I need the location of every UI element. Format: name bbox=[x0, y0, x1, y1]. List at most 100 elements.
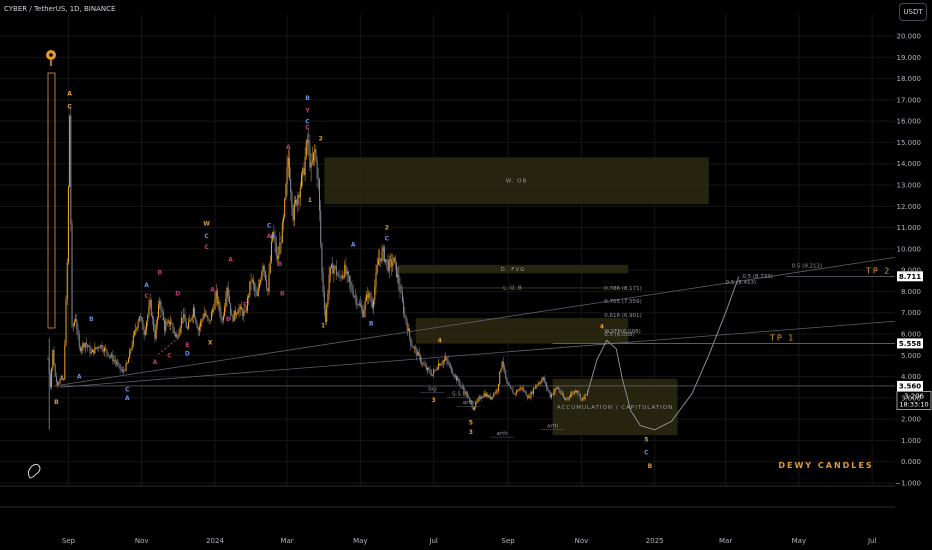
candle-body bbox=[182, 317, 184, 319]
candle-body bbox=[407, 328, 409, 331]
candle-body bbox=[381, 251, 383, 262]
candle-body bbox=[109, 355, 111, 357]
candle-body bbox=[495, 390, 497, 394]
x-axis[interactable]: Sep Nov 2024 Mar May Jul Sep Nov 2025 Mar May Jul bbox=[62, 537, 877, 545]
candle-body bbox=[393, 257, 395, 264]
candle-body bbox=[443, 359, 445, 361]
candle-body bbox=[252, 279, 254, 285]
candle-body bbox=[562, 393, 564, 398]
candle-body bbox=[514, 393, 516, 394]
candle-body bbox=[418, 352, 420, 356]
candle-body bbox=[197, 327, 199, 331]
candle-body bbox=[520, 387, 522, 389]
y-tick-label: 7.000 bbox=[901, 309, 921, 317]
x-tick-label: 2025 bbox=[646, 537, 664, 545]
candle-body bbox=[146, 322, 148, 331]
candle-body bbox=[118, 363, 120, 365]
candle-body bbox=[554, 388, 556, 392]
candle-body bbox=[61, 376, 63, 380]
candle-body bbox=[102, 349, 104, 352]
candle-body bbox=[549, 392, 551, 398]
candle-body bbox=[558, 387, 560, 390]
candle-body bbox=[472, 407, 474, 410]
y-axis[interactable]: −1.000 0.000 1.000 2.000 3.000 4.000 5.000 6.00… bbox=[895, 33, 921, 488]
y-tick-label: 10.000 bbox=[897, 245, 922, 253]
wave-label: C bbox=[243, 301, 248, 308]
candle-body bbox=[439, 363, 441, 366]
y-tick-label: 8.000 bbox=[901, 288, 921, 296]
candle-body bbox=[454, 375, 456, 377]
y-tick-label: 9.000 bbox=[901, 267, 921, 275]
candle-body bbox=[142, 320, 144, 330]
wave-label: A bbox=[125, 395, 130, 402]
candle-body bbox=[399, 284, 401, 293]
candle-body bbox=[518, 389, 520, 392]
zone-label: ACCUMULATION / CAPITULATION bbox=[557, 405, 673, 411]
candle-body bbox=[233, 310, 235, 322]
candle-body bbox=[395, 261, 397, 277]
wave-label: B bbox=[278, 261, 283, 268]
candle-body bbox=[401, 292, 403, 302]
wave-label: C bbox=[125, 386, 130, 393]
candle-body bbox=[548, 390, 550, 393]
candle-body bbox=[326, 304, 328, 323]
candle-body bbox=[504, 367, 506, 370]
candle-body bbox=[95, 347, 97, 349]
candle-body bbox=[428, 367, 430, 370]
candle-body bbox=[478, 397, 480, 399]
candle-body bbox=[541, 379, 543, 383]
candle-body bbox=[69, 115, 71, 187]
candle-body bbox=[526, 395, 528, 398]
candle-body bbox=[230, 303, 232, 314]
candle-body bbox=[338, 275, 340, 277]
candle-body bbox=[579, 393, 581, 400]
candle-body bbox=[164, 319, 166, 331]
candle-body bbox=[224, 307, 226, 316]
candle-body bbox=[87, 344, 89, 347]
fib-label: 0.5 (8.733) bbox=[742, 274, 773, 280]
annotation: arth bbox=[496, 431, 508, 437]
candle-body bbox=[490, 396, 492, 400]
candle-body bbox=[267, 288, 269, 292]
zone-box bbox=[397, 287, 629, 289]
candle-body bbox=[463, 387, 465, 391]
candle-body bbox=[249, 281, 251, 296]
candle-body bbox=[172, 323, 174, 329]
candle-body bbox=[238, 308, 240, 313]
candle-body bbox=[524, 391, 526, 392]
wave-label: C bbox=[305, 118, 310, 125]
candle-body bbox=[57, 381, 59, 385]
candle-body bbox=[489, 395, 491, 400]
annotation: arth bbox=[547, 424, 559, 430]
candle-body bbox=[335, 266, 337, 275]
candle-body bbox=[496, 390, 498, 392]
candle-body bbox=[481, 397, 483, 399]
currency-button[interactable]: USDT bbox=[899, 3, 927, 21]
candle-body bbox=[285, 184, 287, 199]
zone-box bbox=[397, 264, 629, 274]
candle-body bbox=[290, 178, 292, 193]
wave-label: B bbox=[54, 399, 59, 406]
candle-body bbox=[538, 383, 540, 384]
candle-body bbox=[120, 369, 122, 371]
y-tick-label: 20.000 bbox=[897, 33, 922, 41]
candle-body bbox=[52, 349, 54, 369]
candle-body bbox=[333, 266, 335, 274]
candle-body bbox=[261, 271, 263, 281]
candle-body bbox=[368, 293, 370, 298]
projection-line bbox=[586, 276, 740, 431]
candle-body bbox=[196, 322, 198, 328]
candle-body bbox=[580, 399, 582, 400]
candle-body bbox=[302, 168, 304, 175]
wave-label: X bbox=[208, 340, 213, 347]
candle-body bbox=[391, 259, 393, 267]
candle-body bbox=[144, 330, 146, 335]
candle-body bbox=[487, 394, 489, 398]
candle-body bbox=[447, 360, 449, 364]
candle-body bbox=[424, 365, 426, 367]
y-tick-label: 6.000 bbox=[901, 331, 921, 339]
wave-label: C bbox=[204, 233, 209, 240]
candle-body bbox=[482, 396, 484, 398]
